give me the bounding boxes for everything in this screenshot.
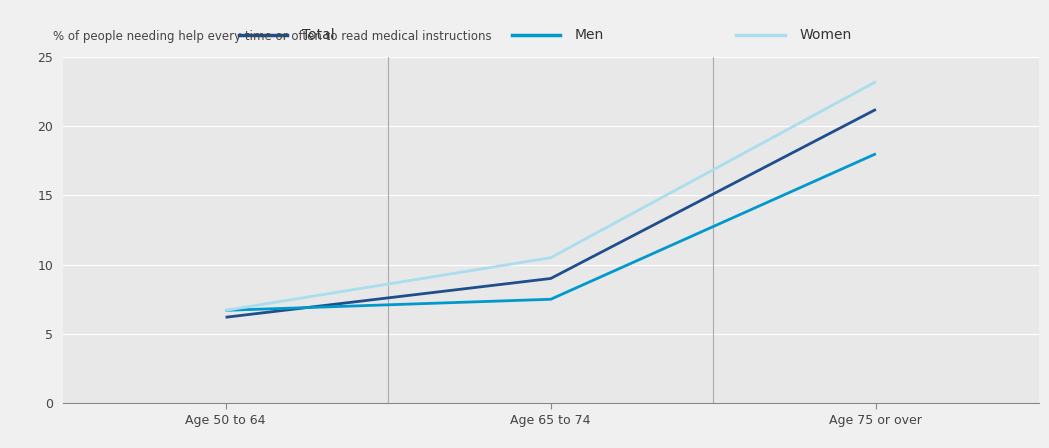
- Text: Men: Men: [575, 28, 604, 42]
- Text: Women: Women: [799, 28, 852, 42]
- Text: Total: Total: [302, 28, 335, 42]
- Text: % of people needing help every time or often to read medical instructions: % of people needing help every time or o…: [53, 30, 492, 43]
